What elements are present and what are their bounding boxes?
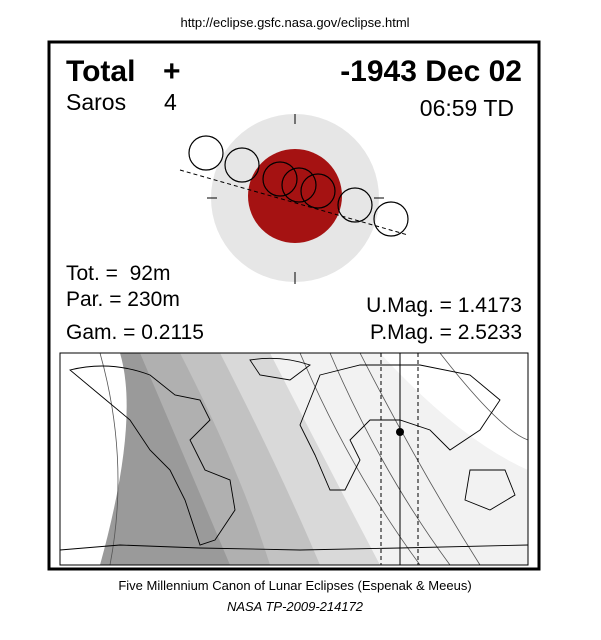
contour	[329, 353, 451, 565]
moon	[262, 161, 298, 197]
coastline	[69, 365, 236, 546]
shadow-figure	[179, 114, 409, 284]
penumbral-magnitude: P.Mag. = 2.5233	[370, 321, 522, 344]
contour	[439, 353, 528, 441]
contour	[359, 353, 481, 565]
reference: NASA TP-2009-214172	[227, 599, 364, 614]
moon	[373, 201, 409, 237]
credit: Five Millennium Canon of Lunar Eclipses …	[118, 578, 471, 593]
eclipse-date: -1943 Dec 02	[340, 55, 522, 88]
umbra	[248, 149, 342, 243]
saros-number: 4	[164, 89, 177, 115]
moon	[300, 173, 336, 209]
gamma: Gam. = 0.2115	[66, 321, 204, 344]
saros-label: Saros	[66, 89, 126, 115]
total-duration: Tot. = 92m	[66, 262, 170, 285]
visibility-map	[59, 352, 529, 566]
zone	[60, 353, 127, 565]
coastline	[60, 544, 528, 551]
type-marker: +	[163, 55, 181, 88]
contour	[299, 353, 421, 565]
zone	[380, 353, 528, 470]
coastline	[464, 469, 516, 511]
eclipse-time: 06:59 TD	[420, 95, 514, 121]
partial-duration: Par. = 230m	[66, 288, 180, 311]
map-border	[59, 352, 529, 566]
umbral-magnitude: U.Mag. = 1.4173	[366, 294, 522, 317]
coastline	[299, 364, 501, 491]
eclipse-type: Total	[66, 55, 135, 88]
contour	[99, 353, 119, 565]
moon	[337, 187, 373, 223]
coastline	[249, 357, 311, 381]
subsolar-point	[396, 428, 404, 436]
moon-path	[179, 169, 409, 236]
moon	[188, 135, 224, 171]
moon	[281, 167, 317, 203]
moon	[224, 147, 260, 183]
source-url: http://eclipse.gsfc.nasa.gov/eclipse.htm…	[180, 15, 409, 30]
